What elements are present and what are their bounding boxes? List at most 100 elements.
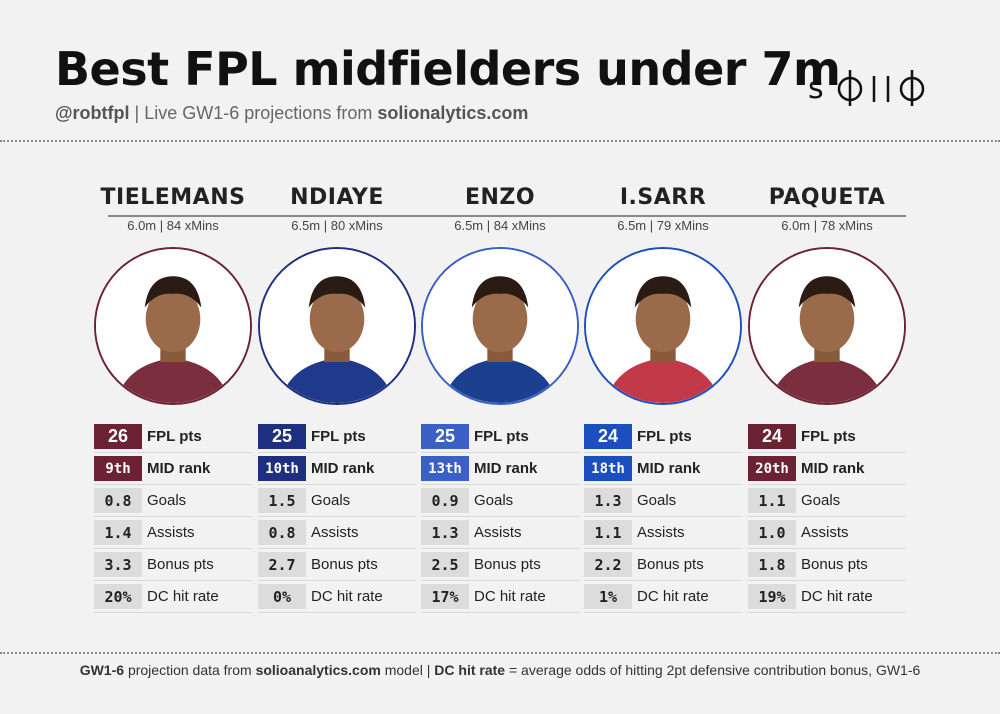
player-stats: 24 FPL pts 20th MID rank 1.1 Goals 1.0 A…: [748, 421, 906, 613]
stat-row-assists: 1.0 Assists: [748, 517, 906, 549]
footer-separator: |: [426, 662, 431, 678]
player-photo-graphic: [423, 249, 577, 403]
player-name: I.SARR: [619, 185, 707, 210]
stat-row-pts: 26 FPL pts: [94, 421, 252, 453]
goals-label: Goals: [311, 492, 351, 509]
player-name: ENZO: [464, 185, 536, 210]
stat-row-pts: 25 FPL pts: [258, 421, 416, 453]
stat-row-rank: 18th MID rank: [584, 453, 742, 485]
stat-row-assists: 0.8 Assists: [258, 517, 416, 549]
dc-hit-rate-value: 1%: [584, 584, 632, 609]
subtitle-text: Live GW1-6 projections from: [144, 103, 373, 123]
bonus-value: 2.2: [584, 552, 632, 577]
goals-value: 1.1: [748, 488, 796, 513]
player-name: NDIAYE: [290, 185, 384, 210]
mid-rank-label: MID rank: [637, 460, 701, 477]
stat-row-goals: 1.3 Goals: [584, 485, 742, 517]
dc-hit-rate-value: 20%: [94, 584, 142, 609]
player-stats: 26 FPL pts 9th MID rank 0.8 Goals 1.4 As…: [94, 421, 252, 613]
bonus-label: Bonus pts: [147, 556, 214, 573]
stat-row-goals: 0.9 Goals: [421, 485, 579, 517]
player-card: TIELEMANS 6.0m | 84 xMins 26 FPL pts 9th…: [94, 185, 252, 613]
stat-row-goals: 0.8 Goals: [94, 485, 252, 517]
player-card: PAQUETA 6.0m | 78 xMins 24 FPL pts 20th …: [748, 185, 906, 613]
assists-label: Assists: [474, 524, 522, 541]
player-meta: 6.0m | 84 xMins: [127, 218, 219, 233]
author-handle: @robtfpl: [55, 103, 130, 123]
bonus-value: 3.3: [94, 552, 142, 577]
goals-value: 1.5: [258, 488, 306, 513]
assists-label: Assists: [311, 524, 359, 541]
stat-row-rank: 20th MID rank: [748, 453, 906, 485]
player-photo: [421, 247, 579, 405]
player-photo: [748, 247, 906, 405]
assists-label: Assists: [637, 524, 685, 541]
dc-hit-rate-label: DC hit rate: [637, 588, 709, 605]
fpl-pts-label: FPL pts: [311, 428, 366, 445]
player-meta: 6.5m | 80 xMins: [291, 218, 383, 233]
player-stats: 25 FPL pts 10th MID rank 1.5 Goals 0.8 A…: [258, 421, 416, 613]
page-title: Best FPL midfielders under 7m: [55, 42, 841, 96]
goals-label: Goals: [801, 492, 841, 509]
player-card: NDIAYE 6.5m | 80 xMins 25 FPL pts 10th M…: [258, 185, 416, 613]
stat-row-goals: 1.5 Goals: [258, 485, 416, 517]
subtitle-site: solionalytics.com: [377, 103, 529, 123]
stat-row-rank: 10th MID rank: [258, 453, 416, 485]
stat-row-pts: 24 FPL pts: [748, 421, 906, 453]
footer-note: GW1-6 projection data from solioanalytic…: [0, 662, 1000, 678]
mid-rank-value: 9th: [94, 456, 142, 481]
dc-hit-rate-label: DC hit rate: [311, 588, 383, 605]
goals-value: 0.9: [421, 488, 469, 513]
header-divider: [0, 140, 1000, 142]
fpl-pts-label: FPL pts: [801, 428, 856, 445]
footer-gw: GW1-6: [79, 662, 125, 678]
bonus-label: Bonus pts: [474, 556, 541, 573]
mid-rank-label: MID rank: [147, 460, 211, 477]
mid-rank-label: MID rank: [474, 460, 538, 477]
fpl-pts-label: FPL pts: [474, 428, 529, 445]
dc-hit-rate-value: 0%: [258, 584, 306, 609]
footer-text-a: projection data from: [127, 662, 252, 678]
subtitle: @robtfpl | Live GW1-6 projections from s…: [55, 103, 528, 124]
dc-hit-rate-label: DC hit rate: [801, 588, 873, 605]
stat-row-assists: 1.3 Assists: [421, 517, 579, 549]
player-card: I.SARR 6.5m | 79 xMins 24 FPL pts 18th M…: [584, 185, 742, 613]
player-photo-graphic: [260, 249, 414, 403]
player-stats: 25 FPL pts 13th MID rank 0.9 Goals 1.3 A…: [421, 421, 579, 613]
stat-row-rank: 13th MID rank: [421, 453, 579, 485]
goals-label: Goals: [147, 492, 187, 509]
dc-hit-rate-label: DC hit rate: [147, 588, 219, 605]
footer-dc-definition: = average odds of hitting 2pt defensive …: [508, 662, 921, 678]
stat-row-dc: 20% DC hit rate: [94, 581, 252, 613]
stat-row-rank: 9th MID rank: [94, 453, 252, 485]
stat-row-dc: 0% DC hit rate: [258, 581, 416, 613]
assists-label: Assists: [801, 524, 849, 541]
stat-row-bonus: 1.8 Bonus pts: [748, 549, 906, 581]
assists-value: 1.4: [94, 520, 142, 545]
player-photo: [584, 247, 742, 405]
player-photo-graphic: [96, 249, 250, 403]
mid-rank-value: 13th: [421, 456, 469, 481]
player-meta: 6.5m | 79 xMins: [617, 218, 709, 233]
player-photo: [94, 247, 252, 405]
goals-value: 1.3: [584, 488, 632, 513]
player-name: PAQUETA: [768, 185, 886, 210]
stat-row-dc: 19% DC hit rate: [748, 581, 906, 613]
svg-text:s: s: [808, 71, 836, 106]
footer-site: solioanalytics.com: [255, 662, 381, 678]
stat-row-bonus: 2.2 Bonus pts: [584, 549, 742, 581]
goals-label: Goals: [474, 492, 514, 509]
assists-label: Assists: [147, 524, 195, 541]
player-meta: 6.5m | 84 xMins: [454, 218, 546, 233]
player-meta: 6.0m | 78 xMins: [781, 218, 873, 233]
fpl-pts-value: 24: [584, 424, 632, 449]
footer-divider: [0, 652, 1000, 654]
bonus-value: 1.8: [748, 552, 796, 577]
subtitle-separator: |: [134, 103, 140, 123]
player-photo-graphic: [586, 249, 740, 403]
goals-label: Goals: [637, 492, 677, 509]
mid-rank-value: 20th: [748, 456, 796, 481]
bonus-label: Bonus pts: [801, 556, 868, 573]
solio-logo-mark: s: [808, 70, 925, 106]
fpl-pts-value: 26: [94, 424, 142, 449]
